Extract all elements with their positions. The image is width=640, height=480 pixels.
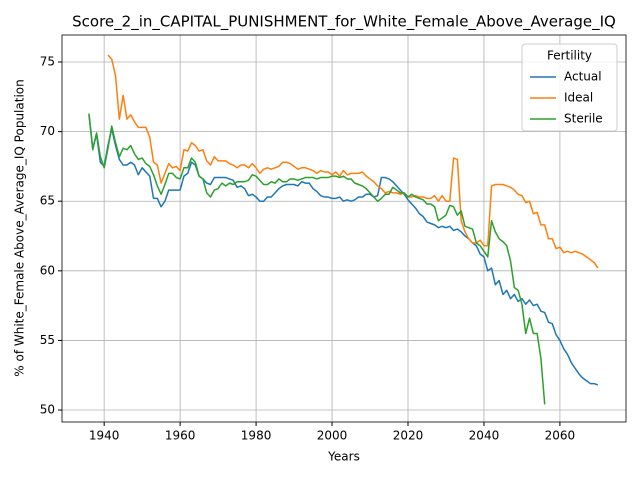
plot-frame bbox=[61, 34, 627, 423]
y-axis-label: % of White_Female Above_Average_IQ Popul… bbox=[13, 79, 27, 376]
y-tick-label: 55 bbox=[40, 333, 55, 347]
legend-box bbox=[521, 43, 618, 132]
x-tick-label: 2060 bbox=[545, 429, 576, 443]
legend-label: Sterile bbox=[564, 112, 603, 126]
x-tick-label: 2040 bbox=[469, 429, 500, 443]
legend-label: Actual bbox=[564, 70, 602, 84]
x-tick-label: 1940 bbox=[89, 429, 120, 443]
x-tick-label: 1980 bbox=[241, 429, 272, 443]
x-tick-label: 2020 bbox=[393, 429, 424, 443]
series-line bbox=[107, 54, 599, 269]
x-tick-label: 2000 bbox=[317, 429, 348, 443]
series-line bbox=[88, 113, 546, 405]
legend-title: Fertility bbox=[547, 49, 592, 63]
chart-title: Score_2_in_CAPITAL_PUNISHMENT_for_White_… bbox=[72, 13, 616, 32]
y-tick-label: 75 bbox=[40, 55, 55, 69]
y-tick-label: 60 bbox=[40, 263, 55, 277]
series-line bbox=[88, 114, 599, 386]
x-tick-label: 1960 bbox=[165, 429, 196, 443]
y-tick-label: 70 bbox=[40, 124, 55, 138]
x-axis-label: Years bbox=[327, 450, 360, 464]
legend-label: Ideal bbox=[564, 91, 593, 105]
y-tick-label: 50 bbox=[40, 403, 55, 417]
y-tick-label: 65 bbox=[40, 194, 55, 208]
